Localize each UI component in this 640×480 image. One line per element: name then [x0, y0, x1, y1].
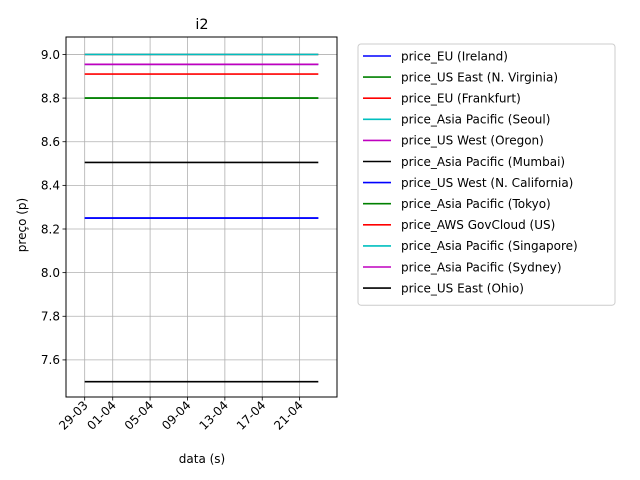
legend-entry: price_EU (Ireland) — [401, 49, 508, 63]
x-tick-label: 01-04 — [84, 398, 119, 433]
legend-frame — [357, 43, 616, 306]
y-tick-label: 8.6 — [41, 135, 60, 149]
x-tick-label: 05-04 — [122, 398, 157, 433]
legend-entry: price_Asia Pacific (Mumbai) — [401, 155, 565, 169]
y-tick-label: 8.2 — [41, 222, 60, 236]
y-tick-label: 8.0 — [41, 266, 60, 280]
y-tick-label: 9.0 — [41, 48, 60, 62]
legend-entry: price_US East (Ohio) — [401, 281, 524, 295]
chart-title: i2 — [195, 17, 208, 33]
grid — [66, 37, 337, 397]
y-tick-label: 8.8 — [41, 91, 60, 105]
y-axis-label: preço (p) — [15, 198, 29, 252]
y-tick-label: 7.6 — [41, 353, 60, 367]
y-tick-label: 7.8 — [41, 310, 60, 324]
legend: price_EU (Ireland) price_US East (N. Virg… — [357, 43, 616, 306]
legend-entry: price_Asia Pacific (Singapore) — [401, 239, 578, 253]
legend-entry: price_Asia Pacific (Tokyo) — [401, 197, 551, 211]
x-tick-label: 17-04 — [234, 398, 269, 433]
x-tick-label: 13-04 — [196, 398, 231, 433]
series-lines — [84, 53, 319, 383]
legend-entry: price_US West (N. California) — [401, 176, 573, 190]
legend-entry: price_US East (N. Virginia) — [401, 70, 558, 84]
y-tick-label: 8.4 — [41, 179, 60, 193]
x-tick-label: 21-04 — [271, 398, 306, 433]
legend-entry: price_Asia Pacific (Sydney) — [401, 260, 562, 274]
legend-entry: price_US West (Oregon) — [401, 134, 544, 148]
x-tick-label: 09-04 — [159, 398, 194, 433]
legend-entry: price_Asia Pacific (Seoul) — [401, 113, 550, 127]
legend-entry: price_AWS GovCloud (US) — [401, 218, 555, 232]
x-axis-label: data (s) — [179, 452, 225, 466]
legend-entry: price_EU (Frankfurt) — [401, 92, 521, 106]
x-tick-label: 29-03 — [56, 398, 91, 433]
y-axis-ticks: 7.6 7.8 8.0 8.2 8.4 8.6 8.8 9.0 — [41, 48, 66, 367]
plot-area-frame — [65, 36, 338, 398]
